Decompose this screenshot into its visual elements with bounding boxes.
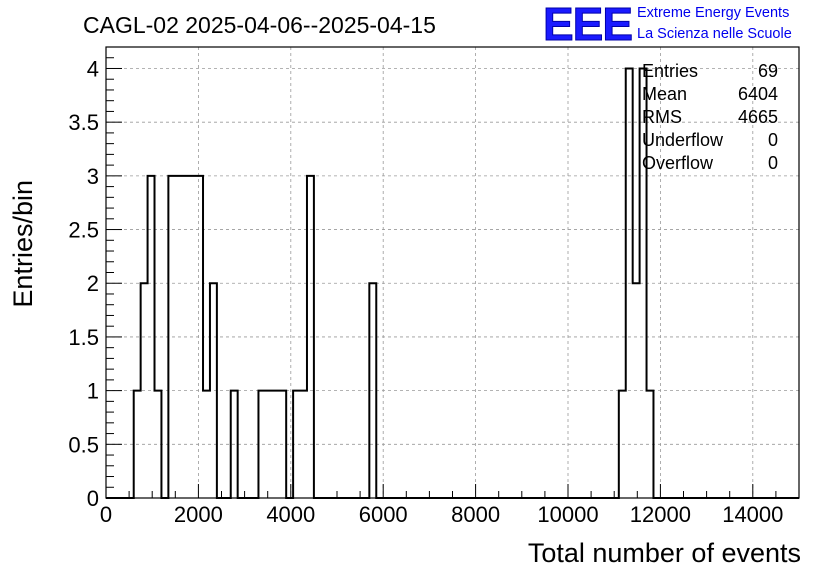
stats-value: 0	[768, 130, 778, 150]
y-tick-label: 3	[87, 164, 99, 189]
stats-label: RMS	[642, 107, 682, 127]
y-tick-label: 4	[87, 56, 99, 81]
logo-line-2: La Scienza nelle Scuole	[637, 26, 792, 42]
stats-value: 69	[758, 61, 778, 81]
stats-row: Mean 6404	[642, 84, 778, 104]
x-tick-label: 6000	[359, 502, 408, 527]
stats-value: 4665	[738, 107, 778, 127]
x-tick-label: 4000	[266, 502, 315, 527]
stats-row: Entries 69	[642, 61, 778, 81]
x-tick-label: 12000	[630, 502, 691, 527]
stats-row: RMS 4665	[642, 107, 778, 127]
y-tick-label: 2.5	[68, 218, 99, 243]
y-tick-label: 1	[87, 379, 99, 404]
y-tick-label: 0.5	[68, 432, 99, 457]
logo-mark: EEE	[543, 0, 632, 50]
grid-layer	[106, 47, 799, 498]
eee-logo: EEE Extreme Energy Events La Scienza nel…	[543, 0, 792, 51]
chart-title: CAGL-02 2025-04-06--2025-04-15	[83, 12, 436, 38]
stats-label: Mean	[642, 84, 687, 104]
stats-value: 0	[768, 153, 778, 173]
stats-row: Overflow 0	[642, 153, 778, 173]
stats-label: Entries	[642, 61, 698, 81]
x-tick-label: 10000	[537, 502, 598, 527]
y-axis-title: Entries/bin	[8, 180, 38, 308]
stats-label: Underflow	[642, 130, 724, 150]
x-tick-label: 14000	[722, 502, 783, 527]
y-tick-label: 1.5	[68, 325, 99, 350]
x-tick-label: 8000	[451, 502, 500, 527]
y-tick-label: 2	[87, 271, 99, 296]
y-tick-label: 0	[87, 486, 99, 511]
x-axis-title: Total number of events	[528, 538, 801, 568]
x-tick-label: 2000	[174, 502, 223, 527]
stats-row: Underflow 0	[642, 130, 778, 150]
axis-ticks: 0 2000 4000 6000 8000 10000 12000 14000 0 0.5 1 1.5…	[68, 46, 800, 527]
x-tick-label: 0	[100, 502, 112, 527]
y-tick-label: 3.5	[68, 110, 99, 135]
stats-label: Overflow	[642, 153, 714, 173]
logo-line-1: Extreme Energy Events	[637, 5, 789, 21]
stats-value: 6404	[738, 84, 778, 104]
